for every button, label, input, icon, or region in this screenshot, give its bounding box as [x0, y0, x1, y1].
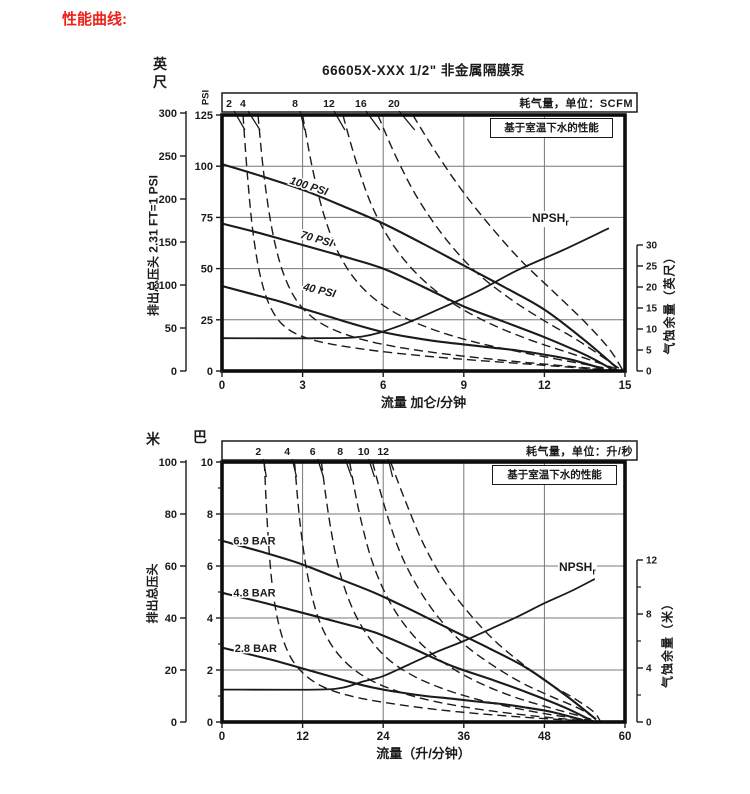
chart1-unit-feet: 英尺: [153, 56, 167, 91]
svg-text:24: 24: [377, 731, 390, 743]
svg-text:2: 2: [207, 665, 213, 677]
svg-text:200: 200: [159, 194, 177, 206]
svg-text:16: 16: [355, 98, 367, 110]
chart2-xlabel: 流量（升/分钟）: [376, 746, 471, 761]
svg-text:150: 150: [159, 237, 177, 249]
svg-text:100: 100: [159, 280, 177, 292]
svg-text:12: 12: [323, 98, 335, 110]
svg-text:20: 20: [165, 665, 177, 677]
svg-text:10: 10: [646, 325, 658, 336]
chart2-note-box: 基于室温下水的性能: [492, 465, 617, 485]
svg-text:36: 36: [457, 731, 470, 743]
svg-text:10: 10: [358, 446, 370, 458]
svg-text:250: 250: [159, 151, 177, 163]
chart1-npshr-label: NPSHr: [531, 211, 570, 228]
svg-text:4: 4: [207, 613, 214, 625]
chart1-right-axis-label: 气蚀余量（英尺）: [662, 250, 677, 355]
svg-text:100 PSI: 100 PSI: [288, 175, 330, 199]
svg-text:8: 8: [207, 509, 213, 521]
chart2-right-axis-label: 气蚀余量（米）: [660, 597, 675, 689]
svg-text:10: 10: [201, 457, 213, 469]
svg-text:2.8 BAR: 2.8 BAR: [235, 643, 277, 655]
svg-text:4.8 BAR: 4.8 BAR: [233, 587, 275, 599]
svg-text:5: 5: [646, 346, 652, 357]
svg-text:8: 8: [646, 610, 652, 621]
svg-text:100: 100: [159, 457, 177, 469]
page-heading: 性能曲线:: [62, 11, 127, 28]
svg-text:125: 125: [195, 110, 213, 122]
chart2-unit-bar: 巴: [193, 429, 207, 445]
svg-text:100: 100: [195, 161, 213, 173]
svg-text:12: 12: [646, 556, 658, 567]
chart2-unit-meters: 米: [146, 431, 160, 447]
chart2-air-consumption-label: 耗气量，单位：升/秒: [525, 446, 633, 458]
chart1-air-consumption-label: 耗气量，单位：SCFM: [519, 98, 633, 110]
svg-text:20: 20: [388, 98, 400, 110]
svg-text:3: 3: [299, 380, 305, 392]
svg-text:0: 0: [171, 366, 177, 378]
svg-text:50: 50: [165, 323, 177, 335]
svg-text:12: 12: [538, 380, 551, 392]
svg-text:20: 20: [646, 283, 658, 294]
svg-text:0: 0: [171, 717, 177, 729]
svg-text:60: 60: [165, 561, 177, 573]
svg-text:6: 6: [380, 380, 386, 392]
chart1-note-box: 基于室温下水的性能: [490, 118, 613, 138]
chart1-unit-psi: PSI: [200, 89, 212, 106]
svg-text:6: 6: [207, 561, 213, 573]
chart1-title: 66605X-XXX 1/2" 非金属隔膜泵: [322, 63, 525, 78]
svg-text:4: 4: [284, 446, 290, 458]
svg-text:4: 4: [646, 664, 652, 675]
svg-text:0: 0: [207, 366, 213, 378]
svg-text:25: 25: [201, 315, 213, 327]
svg-text:40 PSI: 40 PSI: [301, 281, 338, 301]
svg-text:9: 9: [461, 380, 467, 392]
chart1-xlabel: 流量 加仑/分钟: [380, 395, 467, 410]
svg-text:2: 2: [255, 446, 261, 458]
svg-text:300: 300: [159, 108, 177, 120]
svg-text:0: 0: [646, 718, 652, 729]
svg-text:12: 12: [377, 446, 389, 458]
svg-text:0: 0: [219, 731, 225, 743]
chart2-ylabel: 排出总压头: [145, 563, 160, 624]
svg-text:6.9 BAR: 6.9 BAR: [233, 535, 275, 547]
svg-text:15: 15: [646, 304, 658, 315]
svg-text:8: 8: [337, 446, 343, 458]
svg-text:6: 6: [310, 446, 316, 458]
svg-text:30: 30: [646, 241, 658, 252]
svg-text:48: 48: [538, 731, 551, 743]
svg-text:12: 12: [296, 731, 309, 743]
chart2-npshr-label: NPSHr: [558, 560, 597, 577]
svg-text:8: 8: [292, 98, 298, 110]
svg-text:4: 4: [240, 98, 246, 110]
svg-text:40: 40: [165, 613, 177, 625]
svg-text:0: 0: [646, 367, 652, 378]
svg-text:25: 25: [646, 262, 658, 273]
svg-text:50: 50: [201, 264, 213, 276]
svg-text:2: 2: [226, 98, 232, 110]
svg-text:0: 0: [219, 380, 225, 392]
svg-text:80: 80: [165, 509, 177, 521]
svg-text:75: 75: [201, 212, 213, 224]
svg-text:60: 60: [619, 731, 632, 743]
svg-text:15: 15: [619, 380, 632, 392]
svg-text:0: 0: [207, 717, 213, 729]
chart1-ylabel: 排出总压头 2.31 FT=1 PSI: [146, 174, 161, 317]
